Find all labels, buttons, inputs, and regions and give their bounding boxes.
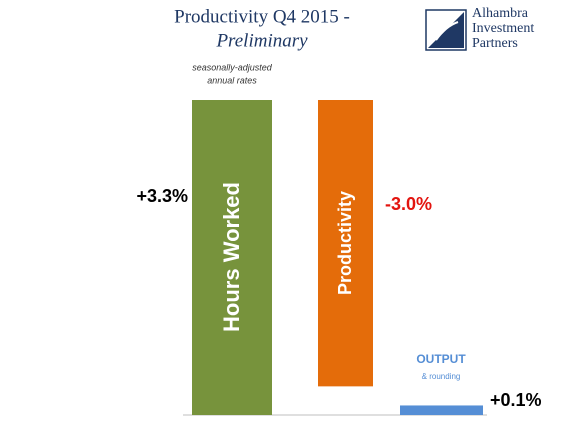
logo: Alhambra Investment Partners [425, 6, 534, 51]
chart-title: Preliminary [215, 30, 308, 51]
value-label: +0.1% [490, 390, 542, 410]
subtitle: seasonally-adjusted [192, 62, 273, 72]
category-label: Productivity [335, 191, 355, 295]
bar [318, 100, 373, 387]
value-label: -3.0% [385, 194, 432, 214]
category-label: OUTPUT [416, 352, 466, 366]
annotation: & rounding [422, 372, 461, 381]
logo-text: Partners [472, 36, 518, 51]
subtitle: annual rates [207, 75, 257, 85]
chart-title: Productivity Q4 2015 - [174, 6, 350, 27]
bar [400, 405, 483, 415]
logo-text: Investment [472, 21, 534, 36]
logo-swoosh [435, 21, 459, 41]
logo-text: Alhambra [472, 6, 529, 21]
category-label: Hours Worked [219, 182, 244, 332]
bar [192, 100, 272, 415]
value-label: +3.3% [136, 186, 188, 206]
